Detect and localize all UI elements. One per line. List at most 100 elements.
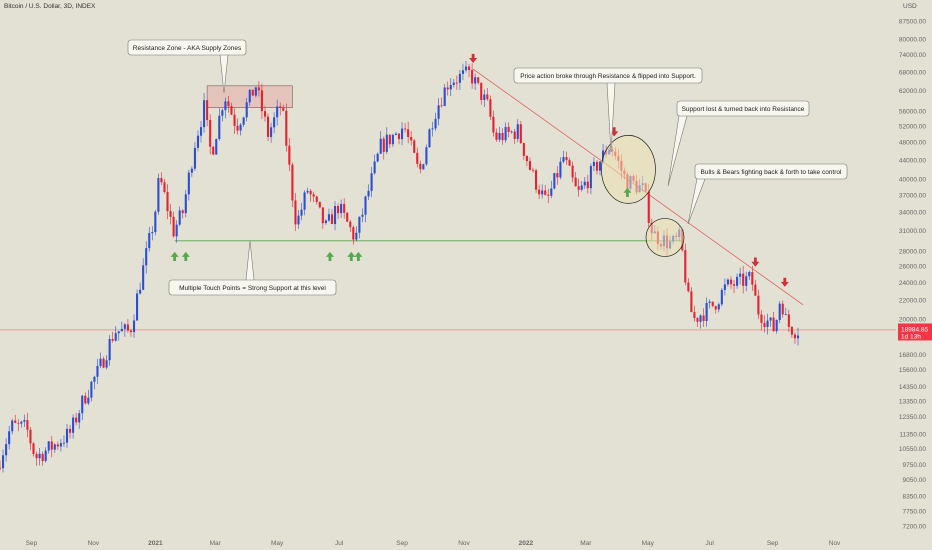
candle-body (525, 155, 528, 162)
candle-body (148, 233, 151, 249)
candle-body (87, 397, 90, 404)
candle-body (123, 324, 126, 329)
callout-support-lost: Support lost & turned back into Resistan… (667, 100, 810, 187)
candle-body (574, 177, 577, 187)
candle-body (233, 114, 236, 126)
candle-body (446, 87, 449, 90)
candle-body (385, 134, 388, 152)
candle-body (346, 212, 349, 222)
candle-body (784, 314, 787, 316)
candle-body (471, 70, 474, 84)
candle-body (29, 429, 32, 444)
candle-body (790, 326, 793, 335)
candle-body (397, 133, 401, 140)
candle-body (562, 157, 565, 162)
y-tick-label: 16800.00 (899, 352, 926, 359)
candle-body (592, 161, 595, 167)
candle-body (8, 431, 11, 445)
candle-body (501, 132, 504, 141)
candle-body (413, 140, 416, 153)
candle-body (324, 220, 327, 224)
candle-body (32, 443, 35, 455)
candle-body (391, 134, 394, 145)
candle-body (355, 232, 358, 240)
currency-label: USD (903, 3, 917, 10)
candle-body (595, 161, 599, 171)
candle-body (489, 99, 492, 117)
candle-body (455, 82, 458, 84)
candle-body (65, 428, 69, 443)
candle-body (291, 164, 294, 201)
candle-body (726, 279, 729, 285)
candle-body (193, 147, 196, 169)
candle-body (495, 132, 498, 140)
candle-body (38, 453, 41, 459)
candle-body (242, 117, 245, 125)
candle-body (769, 317, 772, 321)
candle-body (282, 107, 285, 111)
candle-body (236, 125, 239, 131)
candle-body (306, 190, 309, 193)
candle-body (793, 334, 796, 339)
candle-body (486, 94, 489, 100)
candle-body (190, 168, 193, 173)
y-tick-label: 7200.00 (903, 523, 927, 530)
candle-body (519, 124, 522, 144)
candle-body (751, 272, 754, 285)
candle-body (285, 110, 288, 146)
candle-body (276, 106, 279, 118)
candle-body (690, 291, 693, 313)
candle-body (154, 211, 157, 233)
candle-body (422, 164, 425, 170)
candle-body (580, 185, 583, 190)
candle-body (461, 70, 465, 74)
candle-body (513, 131, 516, 139)
candle-body (757, 295, 760, 315)
candle-body (297, 215, 300, 225)
candle-body (257, 87, 260, 91)
up-arrow (354, 251, 363, 262)
candle-body (379, 138, 382, 154)
candle-body (720, 290, 723, 305)
candle-body (294, 200, 297, 225)
y-tick-label: 74000.00 (899, 52, 926, 59)
candle-body (556, 173, 559, 178)
candle-body (404, 128, 407, 130)
candle-body (212, 146, 215, 155)
candle-body (300, 209, 303, 216)
y-tick-label: 8350.00 (903, 493, 927, 500)
candle-body (263, 111, 267, 117)
price-tag-value: 18984.85 (901, 326, 928, 333)
candle-body (184, 194, 187, 214)
candle-body (477, 77, 480, 83)
candle-body (26, 420, 29, 430)
x-tick-label: Sep (26, 540, 38, 547)
candle-body (559, 161, 562, 178)
price-tag-box (898, 323, 932, 341)
x-tick-label: Mar (210, 540, 222, 547)
candle-body (62, 442, 66, 444)
candle-body (126, 324, 129, 331)
candle-body (196, 135, 200, 148)
x-tick-label: 2022 (519, 540, 534, 547)
x-tick-label: May (271, 540, 284, 547)
y-tick-label: 14350.00 (899, 384, 926, 391)
callout-pointer (687, 178, 706, 225)
candle-body (410, 136, 413, 141)
down-arrow (469, 53, 478, 64)
candle-body (349, 221, 352, 228)
callout-box (513, 67, 703, 84)
y-tick-label: 26000.00 (899, 264, 926, 271)
callout-pointer (245, 240, 255, 281)
candle-body (754, 284, 757, 296)
candle-body (428, 129, 431, 148)
candle-body (315, 196, 318, 202)
candle-body (72, 417, 75, 433)
candle-body (544, 190, 547, 195)
candle-body (56, 444, 59, 447)
candle-body (510, 131, 513, 133)
candle-body (59, 443, 62, 447)
candle-body (586, 181, 589, 189)
